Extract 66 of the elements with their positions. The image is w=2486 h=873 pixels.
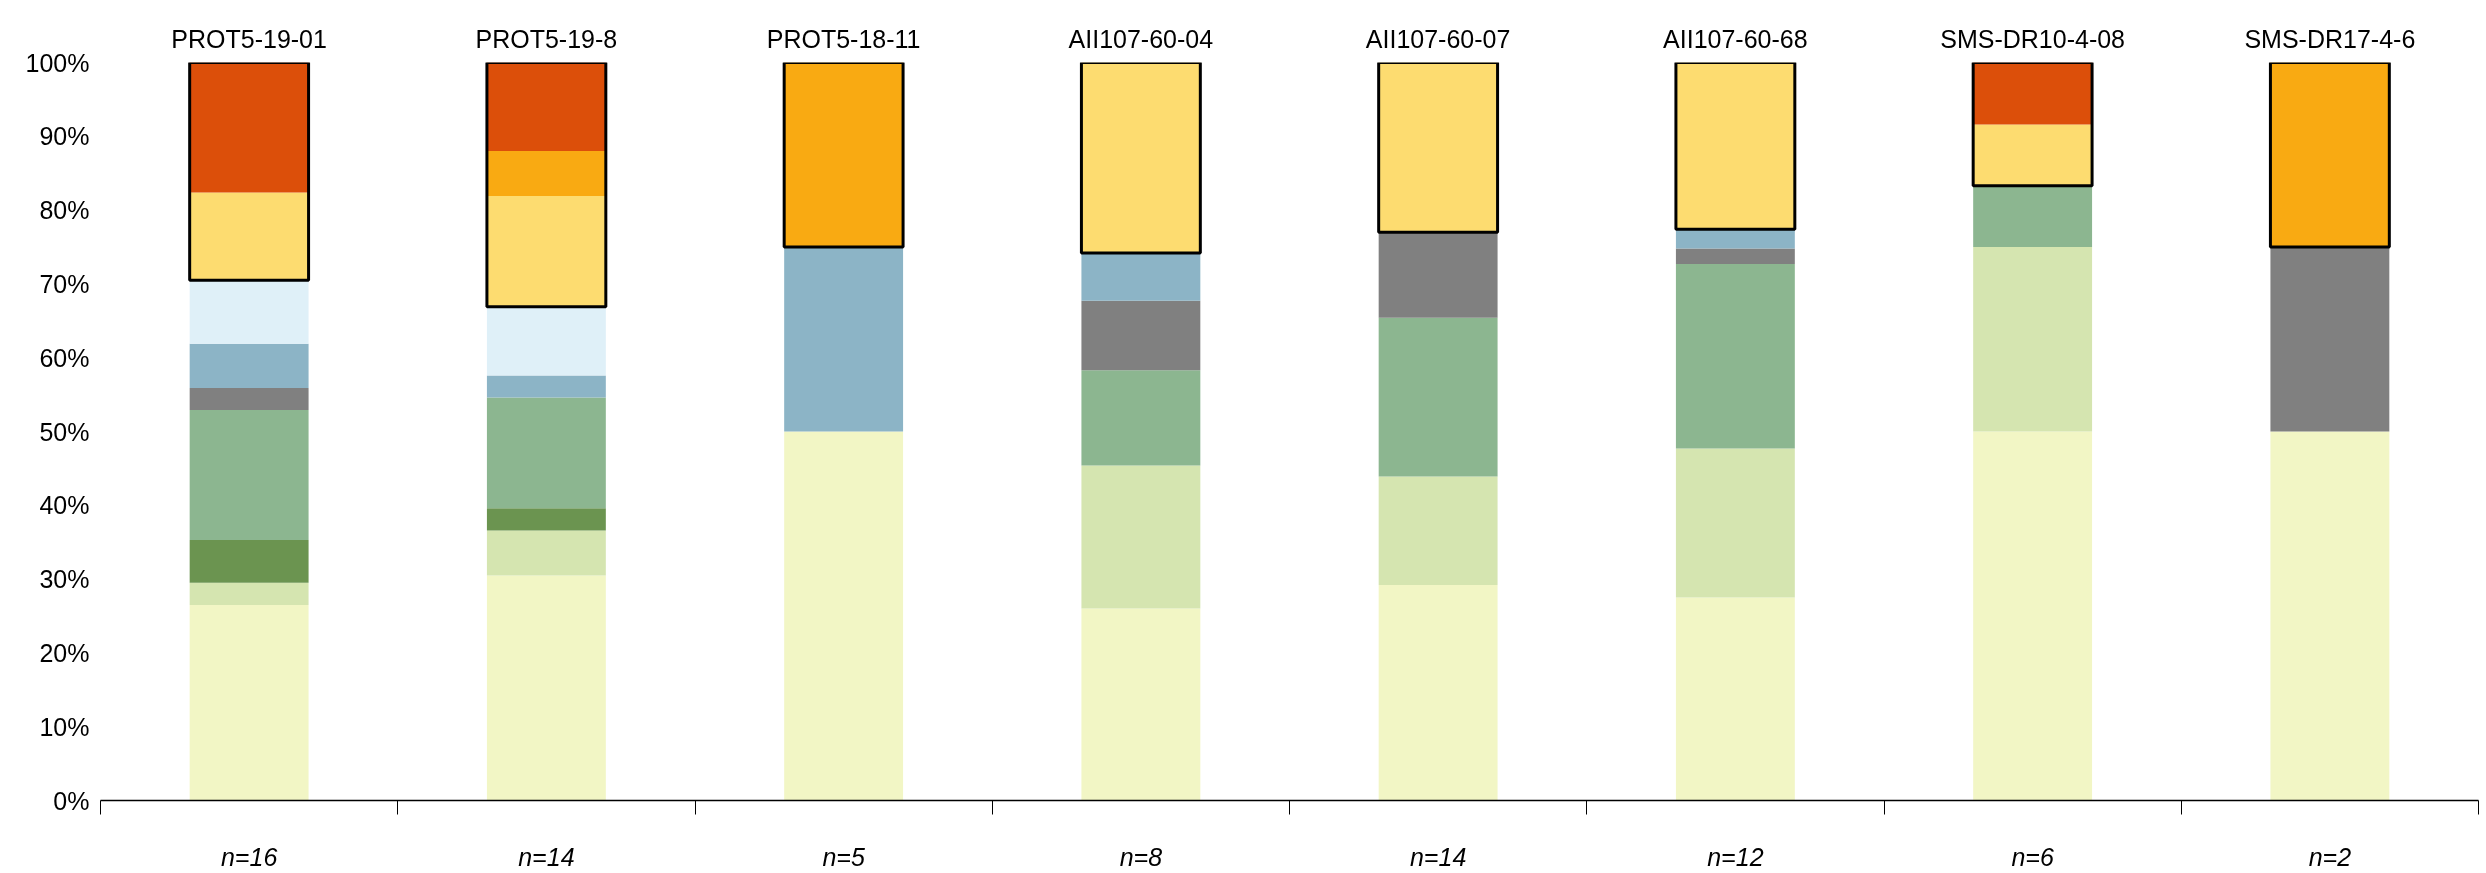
x-tick-label: AII107-60-07 [1365, 24, 1511, 53]
bar [486, 530, 606, 576]
x-tick-label: PROT5-19-01 [171, 24, 327, 53]
bar [2270, 247, 2390, 432]
y-tick-label: 40% [39, 491, 90, 520]
bar [1081, 465, 1201, 609]
y-tick-label: 100% [25, 48, 90, 77]
bar [486, 508, 606, 531]
x-tick-label: PROT5-19-8 [475, 24, 618, 53]
bar [2270, 431, 2390, 801]
y-tick-label: 60% [39, 343, 90, 372]
bar [189, 387, 309, 411]
bar [1081, 300, 1201, 371]
bar [1378, 585, 1498, 801]
text: n=5 [822, 842, 865, 871]
bar [1378, 476, 1498, 585]
bar [486, 196, 606, 307]
text: n=16 [220, 842, 278, 871]
y-tick-label: 10% [39, 712, 90, 741]
bar [1973, 247, 2093, 432]
text: n=14 [518, 842, 575, 871]
bar [486, 397, 606, 509]
bar [486, 575, 606, 801]
bar [1378, 232, 1498, 318]
bar [1973, 185, 2093, 247]
bar [1081, 608, 1201, 801]
y-tick-label: 70% [39, 269, 90, 298]
y-tick-label: 80% [39, 196, 90, 225]
bar [189, 539, 309, 583]
text: n=8 [1119, 842, 1163, 871]
bar [486, 375, 606, 398]
bar [189, 280, 309, 344]
bar [1973, 124, 2093, 186]
bar [189, 582, 309, 605]
bar [189, 62, 309, 193]
bar [486, 306, 606, 376]
bar [1081, 252, 1201, 301]
bar [1675, 448, 1795, 598]
y-tick-label: 50% [39, 417, 90, 446]
x-tick-label: AII107-60-04 [1068, 24, 1214, 53]
y-tick-label: 0% [53, 786, 90, 815]
bar [1973, 62, 2093, 125]
bar [1675, 597, 1795, 801]
y-tick-label: 20% [39, 638, 90, 667]
x-tick-label: SMS-DR10-4-08 [1940, 24, 2126, 53]
bar [784, 431, 904, 801]
bar [784, 247, 904, 432]
text: n=2 [2308, 842, 2352, 871]
bar [1675, 263, 1795, 449]
bar [189, 343, 309, 388]
bar [486, 62, 606, 152]
bar [189, 192, 309, 281]
text: n=14 [1409, 842, 1467, 871]
text: n=6 [2011, 842, 2054, 871]
text: n=12 [1707, 842, 1764, 871]
bar [1675, 248, 1795, 264]
bar [189, 604, 309, 801]
y-tick-label: 30% [39, 565, 90, 594]
y-tick-label: 90% [39, 122, 90, 151]
x-tick-label: AII107-60-68 [1663, 24, 1808, 53]
bar [1378, 317, 1498, 477]
x-tick-label: SMS-DR17-4-6 [2244, 24, 2416, 53]
bar [1973, 431, 2093, 801]
bar [1081, 370, 1201, 466]
x-tick-label: PROT5-18-11 [766, 24, 921, 53]
bar [189, 410, 309, 540]
